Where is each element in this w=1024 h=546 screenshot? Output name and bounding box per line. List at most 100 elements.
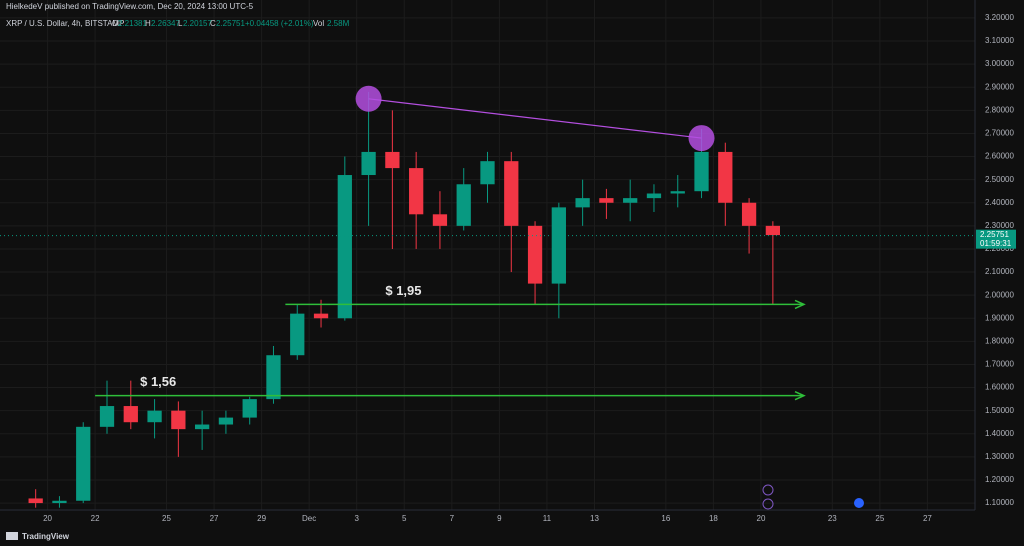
candle-body xyxy=(337,175,352,319)
x-tick-label: 16 xyxy=(661,514,670,523)
candle-body xyxy=(480,161,495,185)
x-tick-label: 7 xyxy=(450,514,455,523)
candle-body xyxy=(527,225,543,284)
y-tick-label: 2.80000 xyxy=(985,105,1014,114)
candle-body xyxy=(575,198,590,208)
candle-body xyxy=(266,355,281,400)
candle-body xyxy=(76,426,91,501)
volume-key: Vol xyxy=(313,19,324,28)
x-tick-label: 9 xyxy=(497,514,502,523)
y-tick-label: 1.80000 xyxy=(985,336,1014,345)
symbol-legend: XRP / U.S. Dollar, 4h, BITSTAMP O 2.2138… xyxy=(6,19,350,28)
event-icon xyxy=(762,498,774,510)
candle-body xyxy=(123,406,138,423)
candle-body xyxy=(504,161,519,226)
y-tick-label: 2.40000 xyxy=(985,198,1014,207)
x-tick-label: 5 xyxy=(402,514,407,523)
x-tick-label: 27 xyxy=(923,514,932,523)
y-tick-label: 2.10000 xyxy=(985,267,1014,276)
candle-body xyxy=(694,151,709,192)
candle-body xyxy=(551,207,566,284)
y-tick-label: 1.30000 xyxy=(985,452,1014,461)
x-tick-label: 29 xyxy=(257,514,266,523)
last-price-tag xyxy=(976,229,1016,249)
x-tick-label: 13 xyxy=(590,514,599,523)
candle-body xyxy=(195,424,210,430)
low-key: L xyxy=(178,19,183,28)
y-tick-label: 1.90000 xyxy=(985,313,1014,322)
x-tick-label: 25 xyxy=(162,514,171,523)
candle-body xyxy=(171,410,186,430)
event-icon xyxy=(762,484,774,496)
candle-body xyxy=(599,198,614,203)
y-tick-label: 2.60000 xyxy=(985,152,1014,161)
candle-body xyxy=(456,184,471,226)
x-tick-label: 18 xyxy=(709,514,718,523)
y-tick-label: 1.50000 xyxy=(985,406,1014,415)
y-tick-label: 3.00000 xyxy=(985,59,1014,68)
candle-body xyxy=(765,225,780,236)
x-tick-label: 27 xyxy=(210,514,219,523)
y-tick-label: 2.30000 xyxy=(985,221,1014,230)
x-tick-label: 11 xyxy=(543,514,552,523)
y-tick-label: 1.10000 xyxy=(985,498,1014,507)
countdown: 01:59:31 xyxy=(980,239,1012,248)
y-tick-label: 1.70000 xyxy=(985,360,1014,369)
change: +0.04458 (+2.01%) xyxy=(245,19,314,28)
close: 2.25751 xyxy=(216,19,245,28)
arrow-head xyxy=(794,390,806,401)
x-tick-label: 23 xyxy=(828,514,837,523)
candle-body xyxy=(99,406,115,427)
x-tick-label: 20 xyxy=(757,514,766,523)
candle-body xyxy=(313,313,329,319)
y-tick-label: 1.40000 xyxy=(985,429,1014,438)
candle-body xyxy=(670,191,685,194)
candle-body xyxy=(385,151,400,169)
open: 2.21381 xyxy=(118,19,147,28)
x-tick-label: 25 xyxy=(875,514,884,523)
candle-body xyxy=(28,498,43,504)
candle-body xyxy=(741,202,757,226)
y-tick-label: 1.20000 xyxy=(985,475,1014,484)
high: 2.26347 xyxy=(151,19,180,28)
y-tick-label: 2.00000 xyxy=(985,290,1014,299)
brand: TradingView xyxy=(22,532,70,541)
candle-body xyxy=(218,417,234,425)
low: 2.20157 xyxy=(183,19,212,28)
candle-body xyxy=(147,410,162,423)
candle-body xyxy=(432,214,448,226)
y-tick-label: 3.10000 xyxy=(985,36,1014,45)
arrow-head xyxy=(794,299,806,310)
trendline xyxy=(368,98,702,139)
level-label: $ 1,56 xyxy=(140,374,176,389)
open-key: O xyxy=(112,19,118,28)
candle-body xyxy=(290,313,305,356)
high-key: H xyxy=(145,19,151,28)
candle-body xyxy=(52,500,67,504)
symbol: XRP / U.S. Dollar, 4h, BITSTAMP xyxy=(6,19,124,28)
volume: 2.58M xyxy=(327,19,350,28)
peak-marker xyxy=(355,85,382,112)
last-price: 2.25751 xyxy=(980,230,1009,239)
logo xyxy=(6,532,18,540)
candle-body xyxy=(718,151,733,203)
close-key: C xyxy=(210,19,216,28)
y-tick-label: 3.20000 xyxy=(985,13,1014,22)
level-label: $ 1,95 xyxy=(385,283,421,298)
candle-body xyxy=(623,198,638,203)
peak-marker xyxy=(688,125,715,152)
candle-body xyxy=(646,193,662,199)
x-tick-label: 3 xyxy=(354,514,359,523)
candle-body xyxy=(361,151,376,176)
y-tick-label: 2.70000 xyxy=(985,129,1014,138)
y-tick-label: 1.60000 xyxy=(985,383,1014,392)
y-tick-label: 2.50000 xyxy=(985,175,1014,184)
candle-body xyxy=(242,399,257,418)
publisher: HielkedeV published on TradingView.com, … xyxy=(6,2,254,11)
x-tick-label: 20 xyxy=(43,514,52,523)
x-tick-label: 22 xyxy=(91,514,100,523)
event-icon xyxy=(854,498,864,508)
candle-body xyxy=(409,168,424,215)
